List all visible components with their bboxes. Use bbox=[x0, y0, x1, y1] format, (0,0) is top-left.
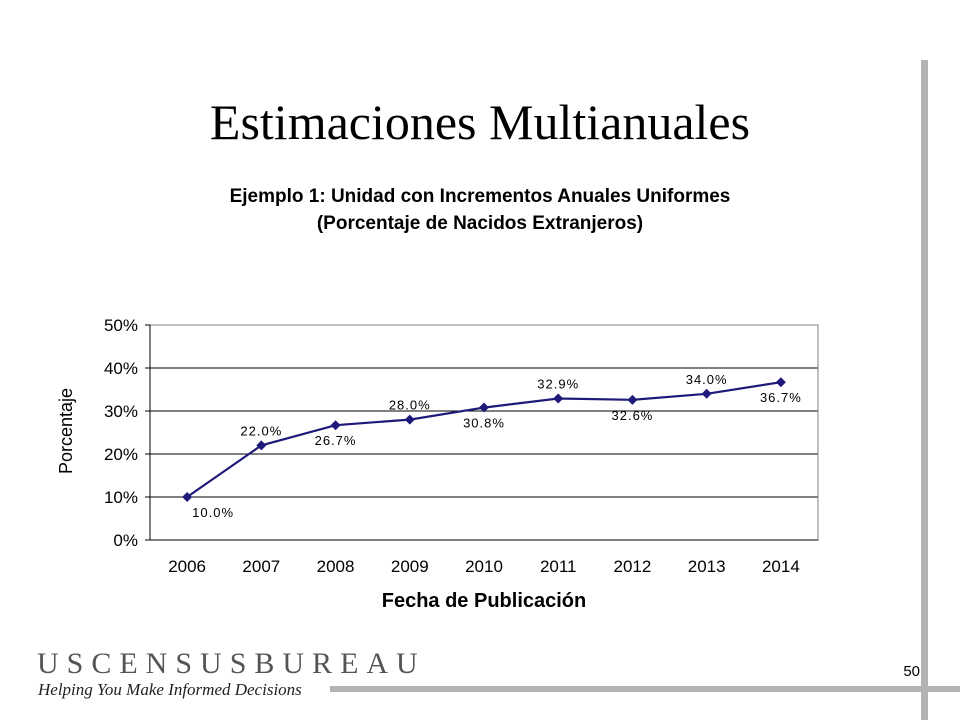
chart-title-line-2: (Porcentaje de Nacidos Extranjeros) bbox=[316, 213, 644, 234]
x-tick-label: 2007 bbox=[242, 557, 280, 576]
y-tick-label: 0% bbox=[113, 531, 138, 550]
data-label: 36.7% bbox=[760, 390, 802, 405]
data-markers bbox=[182, 377, 786, 502]
data-point-marker bbox=[330, 420, 341, 431]
slide-title: Estimaciones Multianuales bbox=[209, 94, 751, 150]
data-label: 26.7% bbox=[315, 433, 357, 448]
y-tick-label: 50% bbox=[104, 316, 138, 335]
footer-vertical-bar bbox=[921, 60, 928, 720]
x-axis-label: Fecha de Publicación bbox=[382, 590, 587, 612]
x-tick-label: 2014 bbox=[762, 557, 800, 576]
data-point-marker bbox=[775, 377, 786, 388]
x-tick-label: 2008 bbox=[317, 557, 355, 576]
x-tick-label: 2009 bbox=[391, 557, 429, 576]
y-tick-label: 10% bbox=[104, 488, 138, 507]
axes bbox=[145, 324, 818, 541]
y-axis-label: Porcentaje bbox=[56, 388, 76, 474]
data-point-marker bbox=[627, 394, 638, 405]
tick-labels: 0% 10% 20% 30% 40% 50% 2006 2007 2008 2009 2010 201… bbox=[104, 316, 800, 576]
data-label: 22.0% bbox=[240, 423, 282, 438]
y-tick-label: 40% bbox=[104, 359, 138, 378]
data-point-marker bbox=[182, 492, 193, 502]
x-tick-label: 2012 bbox=[614, 557, 652, 576]
x-tick-label: 2010 bbox=[465, 557, 503, 576]
data-label: 32.6% bbox=[612, 408, 654, 423]
series-line bbox=[186, 381, 782, 498]
data-label: 32.9% bbox=[537, 377, 579, 392]
chart-title-line-1: Ejemplo 1: Unidad con Incrementos Anuale… bbox=[229, 186, 731, 207]
data-point-marker bbox=[701, 388, 712, 399]
data-point-marker bbox=[479, 402, 489, 413]
data-label: 30.8% bbox=[463, 416, 505, 431]
x-tick-label: 2006 bbox=[168, 557, 206, 576]
x-tick-label: 2013 bbox=[688, 557, 726, 576]
y-tick-label: 20% bbox=[104, 445, 138, 464]
y-tick-label: 30% bbox=[104, 402, 138, 421]
data-label: 28.0% bbox=[389, 398, 431, 413]
chart-title: Ejemplo 1: Unidad con Incrementos Anuale… bbox=[0, 183, 960, 237]
data-point-marker bbox=[256, 440, 267, 451]
data-point-marker bbox=[553, 393, 564, 404]
census-bureau-logo: USCENSUSBUREAU bbox=[37, 647, 426, 680]
data-label: 34.0% bbox=[686, 372, 728, 387]
data-labels: 10.0% 22.0% 26.7% 28.0% 30.8% 32.9% 32.6% 34.0%… bbox=[192, 372, 802, 520]
census-tagline: Helping You Make Informed Decisions bbox=[38, 680, 302, 699]
data-label: 10.0% bbox=[192, 505, 234, 520]
data-point-marker bbox=[404, 414, 415, 425]
footer-horizontal-bar bbox=[330, 686, 960, 692]
page-number: 50 bbox=[903, 663, 920, 680]
x-tick-label: 2011 bbox=[540, 557, 577, 576]
